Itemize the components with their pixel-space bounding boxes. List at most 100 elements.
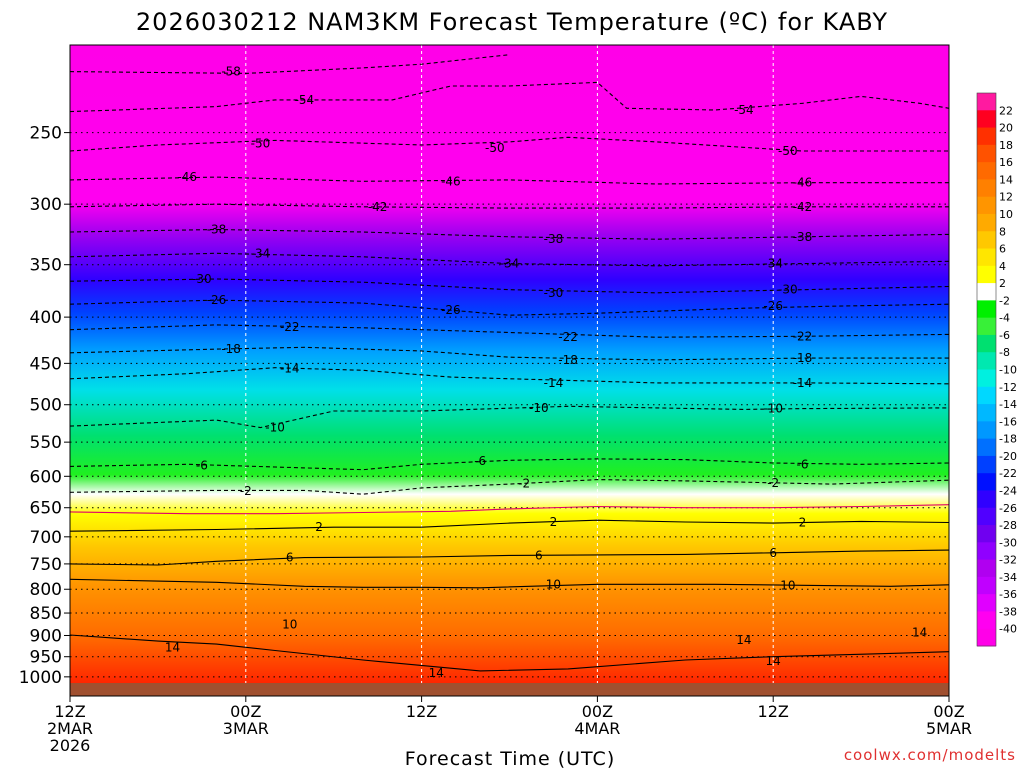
contour-label: -50 (485, 141, 505, 155)
contour-label: 14 (429, 666, 444, 680)
contour-line (70, 458, 949, 471)
contour-label: -38 (207, 223, 227, 237)
y-tick-label: 450 (30, 354, 62, 374)
contour-label: -46 (793, 176, 813, 190)
contour-label: -46 (441, 174, 461, 188)
contour-label: -22 (793, 329, 813, 343)
y-tick-label: 250 (30, 124, 62, 144)
contour-label: -38 (544, 232, 564, 246)
colorbar-swatch (977, 248, 996, 267)
colorbar-swatch (977, 438, 996, 457)
colorbar-label: 4 (999, 260, 1006, 273)
contour-label: -34 (251, 246, 271, 260)
colorbar-swatch (977, 386, 996, 405)
contour-label: 2 (550, 515, 558, 529)
y-tick-label: 950 (30, 648, 62, 668)
x-tick-label: 12Z (406, 702, 437, 721)
colorbar-label: -10 (999, 364, 1017, 377)
contour-label: -26 (441, 303, 461, 317)
contour-label: 6 (535, 548, 543, 562)
contour-label: -42 (793, 200, 813, 214)
colorbar-swatch (977, 559, 996, 578)
colorbar-label: -16 (999, 415, 1017, 428)
colorbar-swatch (977, 421, 996, 440)
x-tick-label: 00Z (933, 702, 964, 721)
temperature-field (70, 45, 949, 696)
contour-label: -2 (518, 476, 530, 490)
contour-label: -10 (265, 421, 285, 435)
contour-label: 6 (286, 551, 294, 565)
contour-label: -22 (280, 320, 300, 334)
contour-label: 6 (769, 546, 777, 560)
contour-line (70, 549, 949, 566)
contour-label: -6 (797, 457, 809, 471)
colorbar-swatch (977, 369, 996, 388)
colorbar-label: 18 (999, 139, 1013, 152)
y-tick-label: 750 (30, 555, 62, 575)
colorbar-label: -12 (999, 381, 1017, 394)
colorbar-label: -4 (999, 312, 1010, 325)
contour-label: -38 (793, 230, 813, 244)
colorbar-label: -6 (999, 329, 1010, 342)
y-tick-label: 350 (30, 256, 62, 276)
colorbar-swatch (977, 127, 996, 146)
contour-label: -42 (368, 200, 388, 214)
contour-label: 14 (912, 625, 927, 639)
x-tick-label: 12Z (54, 702, 85, 721)
contour-line (70, 367, 949, 385)
colorbar-swatch (977, 93, 996, 111)
contour-label: 2 (799, 516, 807, 530)
colorbar-label: 14 (999, 173, 1013, 186)
colorbar-swatch (977, 507, 996, 526)
contour-label: -50 (778, 144, 798, 158)
y-tick-label: 600 (30, 467, 62, 487)
y-tick-label: 900 (30, 626, 62, 646)
colorbar-label: -28 (999, 519, 1017, 532)
contour-line (70, 504, 949, 515)
x-tick-label: 00Z (230, 702, 261, 721)
contour-label: -34 (763, 257, 783, 271)
contour-label: -2 (767, 476, 779, 490)
contour-label: -18 (793, 351, 813, 365)
contour-label: 14 (165, 641, 180, 655)
contour-label: -14 (544, 376, 564, 390)
colorbar-label: -24 (999, 484, 1017, 497)
x-tick-label: 00Z (582, 702, 613, 721)
chart-title: 2026030212 NAM3KM Forecast Temperature (… (136, 8, 888, 36)
colorbar-label: 8 (999, 225, 1006, 238)
colorbar-swatch (977, 300, 996, 319)
contour-label: 2 (315, 520, 323, 534)
contour-line (70, 479, 949, 495)
contour-label: 10 (546, 577, 561, 591)
contour-label: -22 (558, 330, 578, 344)
colorbar-swatch (977, 334, 996, 353)
colorbar-swatch (977, 317, 996, 336)
y-tick-label: 400 (30, 308, 62, 328)
contour-line (70, 578, 949, 589)
credit-text: coolwx.com/modelts (844, 746, 1016, 764)
colorbar-swatch (977, 352, 996, 370)
colorbar-label: -40 (999, 623, 1017, 636)
colorbar-swatch (977, 490, 996, 509)
colorbar-swatch (977, 525, 996, 543)
contour-label: 10 (780, 578, 795, 592)
y-tick-label: 500 (30, 396, 62, 416)
contour-label: -14 (280, 362, 300, 376)
colorbar-label: -26 (999, 502, 1017, 515)
colorbar-swatch (977, 473, 996, 491)
colorbar-swatch (977, 110, 996, 129)
contour-label: 14 (766, 654, 781, 668)
colorbar-swatch (977, 265, 996, 284)
colorbar-label: 2 (999, 277, 1006, 290)
y-tick-label: 850 (30, 604, 62, 624)
y-tick-label: 650 (30, 499, 62, 519)
x-tick-label: 12Z (758, 702, 789, 721)
y-tick-label: 700 (30, 528, 62, 548)
colorbar-label: 22 (999, 104, 1013, 117)
colorbar-label: -34 (999, 571, 1017, 584)
ground-surface (70, 683, 949, 696)
contour-label: -54 (734, 103, 754, 117)
y-tick-label: 550 (30, 433, 62, 453)
contour-label: -10 (763, 402, 783, 416)
contour-label: -30 (192, 272, 212, 286)
